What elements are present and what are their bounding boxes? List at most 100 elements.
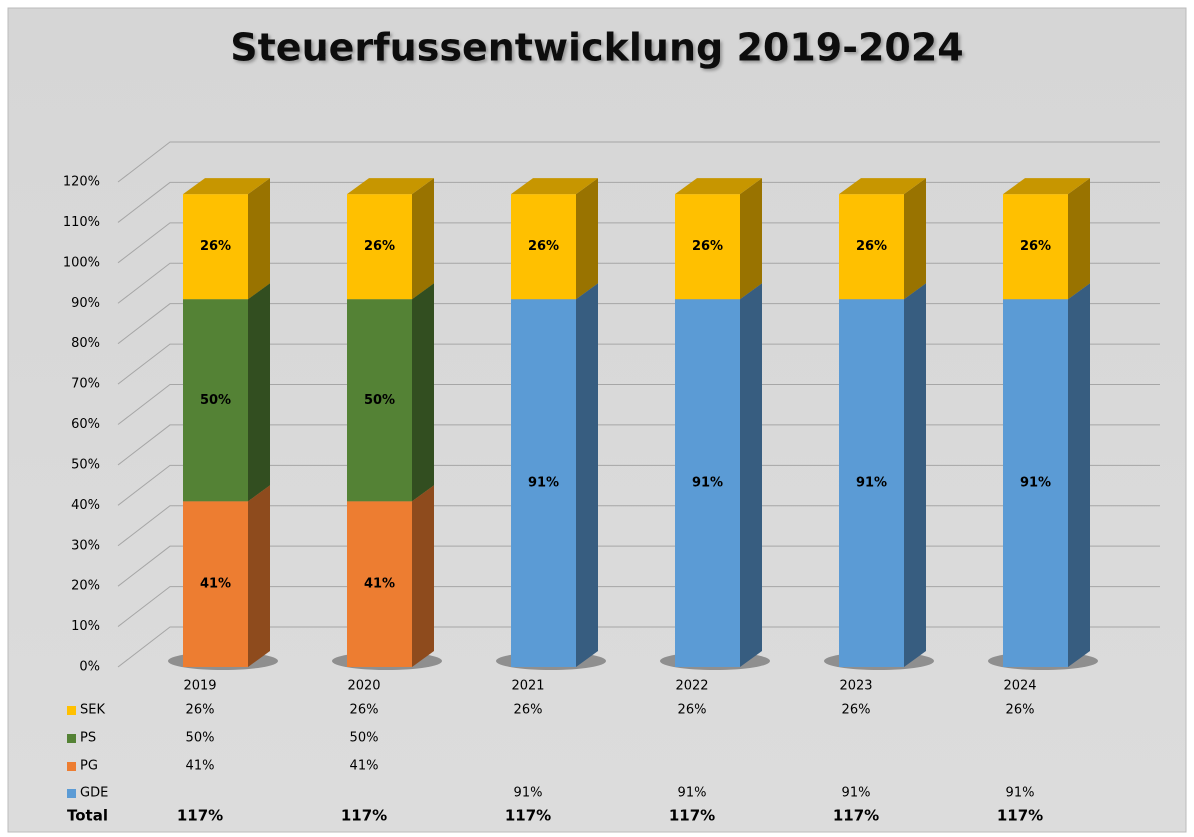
table-cell: 26% [842,703,871,718]
x-tick-label: 2019 [183,679,216,694]
bar-segment [347,299,412,502]
table-cell: 26% [186,703,215,718]
legend-label: SEK [80,703,105,718]
data-label: 50% [200,393,231,408]
table-cell: 26% [678,703,707,718]
bar-side [412,485,434,667]
legend-key [67,762,76,771]
bar-segment [347,194,412,300]
table-cell: 26% [1006,703,1035,718]
grid-line [117,222,1160,264]
y-tick-label: 0% [79,660,100,675]
grid-line [117,586,1160,627]
data-label: 91% [528,476,559,491]
bar-top [347,178,434,195]
bar-top [839,178,926,195]
bar-side [412,283,434,502]
grid-line [117,424,1160,466]
total-cell: 117% [505,807,551,825]
bar-segment [347,501,412,667]
bar-side [740,283,762,667]
data-label: 26% [1020,239,1051,254]
bar-side [904,283,926,667]
data-label: 91% [1020,476,1051,491]
bar-side [248,283,270,502]
y-tick-label: 90% [71,296,100,311]
legend-key [67,706,76,715]
bar-segment [183,194,248,300]
table-cell: 91% [842,786,871,801]
x-tick-label: 2021 [511,679,544,694]
y-tick-label: 10% [71,619,100,634]
bar-segment [675,194,740,300]
legend-key [67,789,76,798]
bar-side [1068,178,1090,300]
y-tick-label: 30% [71,538,100,553]
y-tick-label: 80% [71,336,100,351]
bar-top [1003,178,1090,195]
bar-segment [675,299,740,667]
data-label: 26% [528,239,559,254]
table-cell: 41% [186,759,215,774]
bar-segment [1003,299,1068,667]
data-label: 41% [364,577,395,592]
total-cell: 117% [997,807,1043,825]
table-cell: 91% [1006,786,1035,801]
x-tick-label: 2024 [1003,679,1036,694]
bar-segment [839,194,904,300]
data-label: 50% [364,393,395,408]
bar-segment [511,299,576,667]
bar-top [675,178,762,195]
data-label: 26% [856,239,887,254]
table-cell: 91% [678,786,707,801]
bar-segment [839,299,904,667]
table-cell: 91% [514,786,543,801]
y-tick-label: 70% [71,377,100,392]
bar-segment [1003,194,1068,300]
bar-side [412,178,434,300]
table-cell: 41% [350,759,379,774]
chart-title: Steuerfussentwicklung 2019-2024 [230,26,963,70]
grid-line [117,303,1160,345]
bar-side [576,178,598,300]
bar-side [904,178,926,300]
table-cell: 26% [514,703,543,718]
y-tick-label: 40% [71,498,100,513]
data-label: 26% [692,239,723,254]
grid-line [117,626,1160,668]
bar-top [183,178,270,195]
total-cell: 117% [833,807,879,825]
y-tick-label: 110% [63,215,100,230]
legend-label: PG [80,759,98,774]
data-label: 91% [856,476,887,491]
bar-side [248,178,270,300]
x-tick-label: 2023 [839,679,872,694]
y-tick-label: 50% [71,457,100,472]
y-tick-label: 120% [63,175,100,190]
total-cell: 117% [341,807,387,825]
bar-side [576,283,598,667]
data-label: 26% [364,239,395,254]
legend-key [67,734,76,743]
x-tick-label: 2022 [675,679,708,694]
grid-line [117,181,1160,223]
grid-line [117,141,1160,183]
bar-segment [183,299,248,502]
bar-side [1068,283,1090,667]
table-cell: 50% [350,731,379,746]
y-tick-label: 20% [71,579,100,594]
grid-line [117,505,1160,547]
bar-segment [183,501,248,667]
data-label: 91% [692,476,723,491]
table-cell: 26% [350,703,379,718]
data-label: 41% [200,577,231,592]
bar-top [511,178,598,195]
grid-line [117,464,1160,506]
total-cell: 117% [669,807,715,825]
table-cell: 50% [186,731,215,746]
bar-segment [511,194,576,300]
grid-line [117,262,1160,304]
data-label: 26% [200,239,231,254]
y-tick-label: 100% [63,255,100,270]
